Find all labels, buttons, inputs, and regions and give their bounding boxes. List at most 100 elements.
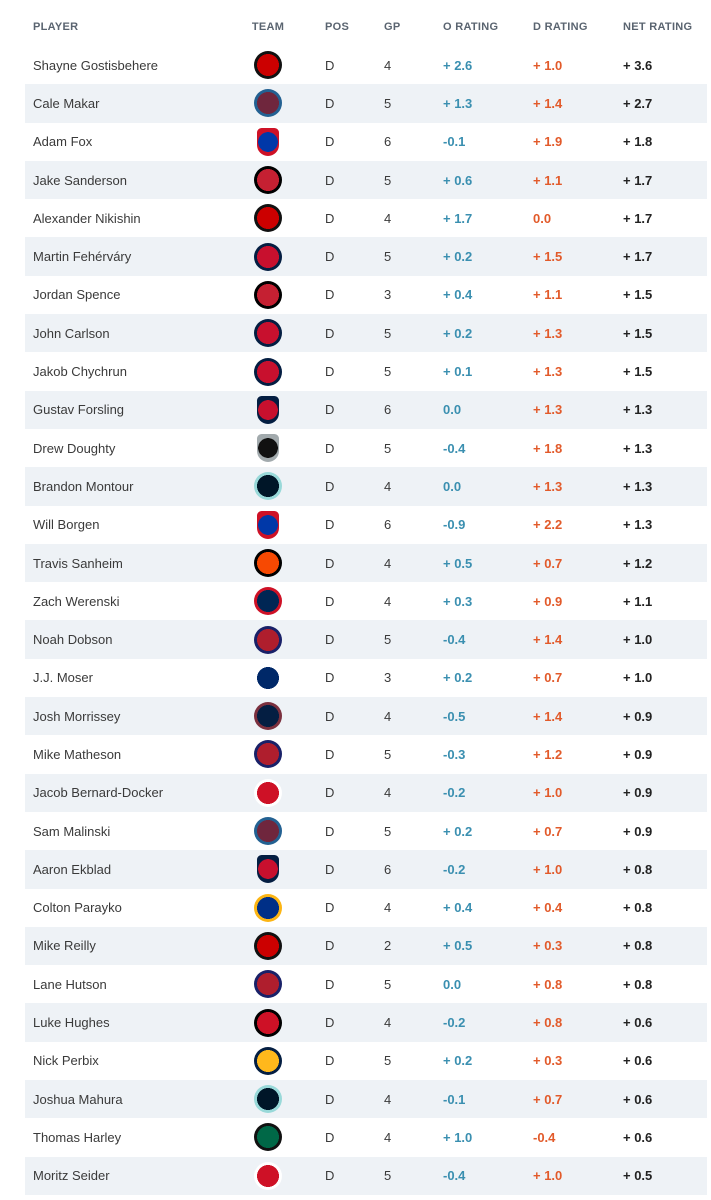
player-name: Jordan Spence <box>33 287 121 303</box>
net-rating-cell: + 3.6 <box>623 57 653 73</box>
panthers-logo-icon <box>257 855 279 884</box>
player-name: Colton Parayko <box>33 900 122 916</box>
position-cell: D <box>325 172 335 188</box>
table-row[interactable]: Jake Sanderson D 5 + 0.6 + 1.1 + 1.7 <box>25 160 707 200</box>
games-played-cell: 5 <box>384 823 392 839</box>
position-cell: D <box>325 325 335 341</box>
table-row[interactable]: Cale Makar D 5 + 1.3 + 1.4 + 2.7 <box>25 84 707 123</box>
player-name: Travis Sanheim <box>33 555 123 571</box>
d-rating-cell: + 0.4 <box>533 900 563 916</box>
table-row[interactable]: Gustav Forsling D 6 0.0 + 1.3 + 1.3 <box>25 390 707 429</box>
player-name: Cale Makar <box>33 95 100 111</box>
net-rating-cell: + 2.7 <box>623 95 653 111</box>
table-row[interactable]: Shayne Gostisbehere D 4 + 2.6 + 1.0 + 3.6 <box>25 46 707 85</box>
table-row[interactable]: Will Borgen D 6 -0.9 + 2.2 + 1.3 <box>25 505 707 544</box>
table-row[interactable]: Luke Hughes D 4 -0.2 + 0.8 + 0.6 <box>25 1003 707 1042</box>
player-name: Martin Fehérváry <box>33 249 132 265</box>
player-name: Mike Reilly <box>33 938 96 954</box>
table-row[interactable]: Jacob Bernard-Docker D 4 -0.2 + 1.0 + 0.9 <box>25 773 707 812</box>
table-row[interactable]: J.J. Moser D 3 + 0.2 + 0.7 + 1.0 <box>25 658 707 698</box>
table-row[interactable]: Sam Malinski D 5 + 0.2 + 0.7 + 0.9 <box>25 811 707 851</box>
table-row[interactable]: Moritz Seider D 5 -0.4 + 1.0 + 0.5 <box>25 1156 707 1195</box>
games-played-cell: 5 <box>384 172 392 188</box>
player-name: Lane Hutson <box>33 976 107 992</box>
table-row[interactable]: Drew Doughty D 5 -0.4 + 1.8 + 1.3 <box>25 428 707 468</box>
o-rating-cell: + 0.2 <box>443 823 473 839</box>
table-row[interactable]: Travis Sanheim D 4 + 0.5 + 0.7 + 1.2 <box>25 543 707 583</box>
net-rating-cell: + 0.5 <box>623 1168 653 1184</box>
lightning-logo-icon <box>254 663 282 692</box>
o-rating-cell: -0.4 <box>443 440 466 456</box>
games-played-cell: 4 <box>384 1015 392 1031</box>
player-name: Gustav Forsling <box>33 402 125 418</box>
games-played-cell: 4 <box>384 593 392 609</box>
position-cell: D <box>325 708 335 724</box>
table-row[interactable]: Martin Fehérváry D 5 + 0.2 + 1.5 + 1.7 <box>25 237 707 276</box>
player-name: John Carlson <box>33 325 110 341</box>
d-rating-cell: + 1.1 <box>533 287 563 303</box>
table-row[interactable]: Joshua Mahura D 4 -0.1 + 0.7 + 0.6 <box>25 1080 707 1119</box>
player-name: Aaron Ekblad <box>33 861 112 877</box>
games-played-cell: 4 <box>384 708 392 724</box>
games-played-cell: 5 <box>384 364 392 380</box>
net-rating-cell: + 1.3 <box>623 517 653 533</box>
games-played-cell: 5 <box>384 632 392 648</box>
net-rating-cell: + 1.5 <box>623 325 653 341</box>
column-header-d-rating[interactable]: D RATING <box>533 21 588 33</box>
table-row[interactable]: Brandon Montour D 4 0.0 + 1.3 + 1.3 <box>25 467 707 506</box>
games-played-cell: 2 <box>384 938 392 954</box>
o-rating-cell: + 0.2 <box>443 249 473 265</box>
rangers-logo-icon <box>257 510 279 539</box>
player-name: Thomas Harley <box>33 1129 122 1145</box>
table-row[interactable]: Adam Fox D 6 -0.1 + 1.9 + 1.8 <box>25 122 707 161</box>
player-name: Shayne Gostisbehere <box>33 57 159 73</box>
column-header-gp[interactable]: GP <box>384 21 401 33</box>
games-played-cell: 4 <box>384 1129 392 1145</box>
column-header-team[interactable]: TEAM <box>251 21 285 33</box>
o-rating-cell: + 1.7 <box>443 210 473 226</box>
net-rating-cell: + 1.7 <box>623 210 653 226</box>
games-played-cell: 5 <box>384 976 392 992</box>
table-row[interactable]: Lane Hutson D 5 0.0 + 0.8 + 0.8 <box>25 965 707 1004</box>
table-row[interactable]: Jordan Spence D 3 + 0.4 + 1.1 + 1.5 <box>25 275 707 315</box>
table-row[interactable]: Zach Werenski D 4 + 0.3 + 0.9 + 1.1 <box>25 582 707 621</box>
senators-logo-icon <box>254 280 282 309</box>
table-row[interactable]: Nick Perbix D 5 + 0.2 + 0.3 + 0.6 <box>25 1041 707 1081</box>
table-row[interactable]: Mike Matheson D 5 -0.3 + 1.2 + 0.9 <box>25 735 707 774</box>
hurricanes-logo-icon <box>254 51 282 80</box>
net-rating-cell: + 0.9 <box>623 823 653 839</box>
column-header-pos[interactable]: POS <box>325 21 350 33</box>
red-wings-logo-icon <box>254 1161 282 1190</box>
d-rating-cell: + 0.9 <box>533 593 563 609</box>
table-row[interactable]: Colton Parayko D 4 + 0.4 + 0.4 + 0.8 <box>25 888 707 927</box>
position-cell: D <box>325 1091 335 1107</box>
o-rating-cell: + 0.1 <box>443 364 473 380</box>
column-header-player[interactable]: PLAYER <box>33 21 79 33</box>
table-row[interactable]: Thomas Harley D 4 + 1.0 -0.4 + 0.6 <box>25 1118 707 1157</box>
o-rating-cell: 0.0 <box>443 402 462 418</box>
column-header-net-rating[interactable]: NET RATING <box>623 21 693 33</box>
player-name: Noah Dobson <box>33 632 113 648</box>
table-row[interactable]: Josh Morrissey D 4 -0.5 + 1.4 + 0.9 <box>25 697 707 736</box>
table-row[interactable]: John Carlson D 5 + 0.2 + 1.3 + 1.5 <box>25 314 707 353</box>
o-rating-cell: -0.4 <box>443 632 466 648</box>
devils-logo-icon <box>254 1008 282 1037</box>
player-name: Joshua Mahura <box>33 1091 123 1107</box>
canadiens-logo-icon <box>254 970 282 999</box>
avalanche-logo-icon <box>254 817 282 846</box>
table-row[interactable]: Noah Dobson D 5 -0.4 + 1.4 + 1.0 <box>25 620 707 659</box>
table-row[interactable]: Aaron Ekblad D 6 -0.2 + 1.0 + 0.8 <box>25 850 707 889</box>
net-rating-cell: + 1.1 <box>623 593 653 609</box>
player-name: Jakob Chychrun <box>33 364 127 380</box>
d-rating-cell: + 1.3 <box>533 478 563 494</box>
position-cell: D <box>325 1053 335 1069</box>
o-rating-cell: 0.0 <box>443 478 462 494</box>
position-cell: D <box>325 57 335 73</box>
d-rating-cell: 0.0 <box>533 210 552 226</box>
table-row[interactable]: Mike Reilly D 2 + 0.5 + 0.3 + 0.8 <box>25 926 707 966</box>
table-row[interactable]: Alexander Nikishin D 4 + 1.7 0.0 + 1.7 <box>25 199 707 238</box>
column-header-o-rating[interactable]: O RATING <box>443 21 499 33</box>
canadiens-logo-icon <box>254 740 282 769</box>
position-cell: D <box>325 938 335 954</box>
table-row[interactable]: Jakob Chychrun D 5 + 0.1 + 1.3 + 1.5 <box>25 352 707 391</box>
